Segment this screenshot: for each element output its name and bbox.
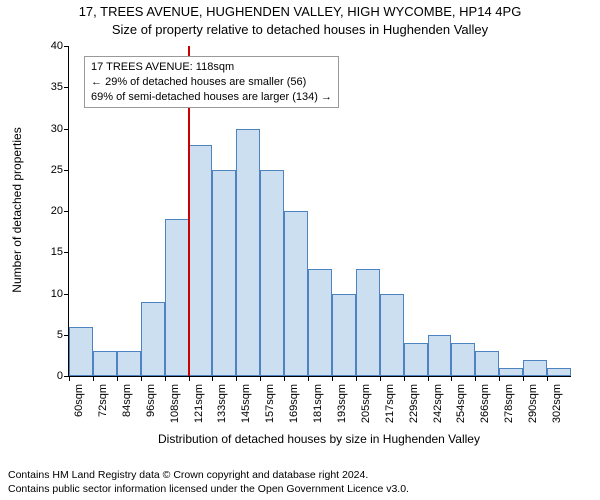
x-tick <box>308 376 309 381</box>
histogram-bar <box>547 368 571 376</box>
x-tick-label: 193sqm <box>336 384 348 423</box>
x-tick <box>523 376 524 381</box>
x-tick-label: 169sqm <box>288 384 300 423</box>
histogram-bar <box>499 368 523 376</box>
histogram-bar <box>428 335 452 376</box>
histogram-bar <box>141 302 165 376</box>
y-tick <box>64 129 69 130</box>
histogram-bar <box>332 294 356 377</box>
x-tick-label: 108sqm <box>169 384 181 423</box>
y-tick <box>64 294 69 295</box>
histogram-bar <box>260 170 284 376</box>
x-tick <box>428 376 429 381</box>
y-tick-label: 0 <box>29 370 63 382</box>
y-tick-label: 10 <box>29 288 63 300</box>
footer-line2: Contains public sector information licen… <box>8 482 409 496</box>
footer-line1: Contains HM Land Registry data © Crown c… <box>8 468 409 482</box>
x-tick-label: 242sqm <box>432 384 444 423</box>
y-tick-label: 40 <box>29 40 63 52</box>
x-tick-label: 217sqm <box>384 384 396 423</box>
x-tick <box>499 376 500 381</box>
x-tick-label: 254sqm <box>455 384 467 423</box>
y-tick <box>64 87 69 88</box>
y-tick-label: 5 <box>29 329 63 341</box>
x-tick-label: 290sqm <box>527 384 539 423</box>
x-tick-label: 266sqm <box>479 384 491 423</box>
histogram-bar <box>356 269 380 376</box>
x-tick-label: 145sqm <box>240 384 252 423</box>
x-tick <box>212 376 213 381</box>
histogram-bar <box>308 269 332 376</box>
histogram-bar <box>165 219 189 376</box>
x-tick <box>165 376 166 381</box>
histogram-bar <box>475 351 499 376</box>
histogram-bar <box>380 294 404 377</box>
x-tick-label: 72sqm <box>97 384 109 417</box>
histogram-bar <box>236 129 260 377</box>
y-tick-label: 35 <box>29 81 63 93</box>
x-tick <box>475 376 476 381</box>
x-tick <box>547 376 548 381</box>
x-tick <box>141 376 142 381</box>
x-tick-label: 205sqm <box>360 384 372 423</box>
x-tick <box>93 376 94 381</box>
annotation-line: ← 29% of detached houses are smaller (56… <box>91 75 332 90</box>
histogram-bar <box>93 351 117 376</box>
x-tick <box>332 376 333 381</box>
x-tick-label: 84sqm <box>121 384 133 417</box>
x-tick-label: 181sqm <box>312 384 324 423</box>
annotation-box: 17 TREES AVENUE: 118sqm← 29% of detached… <box>84 56 339 109</box>
y-tick <box>64 252 69 253</box>
x-tick <box>284 376 285 381</box>
x-tick <box>236 376 237 381</box>
x-tick <box>451 376 452 381</box>
x-axis-label: Distribution of detached houses by size … <box>68 432 570 446</box>
x-tick <box>189 376 190 381</box>
y-tick <box>64 211 69 212</box>
annotation-line: 69% of semi-detached houses are larger (… <box>91 90 332 105</box>
y-axis-label: Number of detached properties <box>10 127 24 292</box>
x-tick-label: 60sqm <box>73 384 85 417</box>
histogram-bar <box>117 351 141 376</box>
page-title-line1: 17, TREES AVENUE, HUGHENDEN VALLEY, HIGH… <box>0 4 600 19</box>
annotation-line: 17 TREES AVENUE: 118sqm <box>91 60 332 75</box>
x-tick <box>356 376 357 381</box>
histogram-bar <box>451 343 475 376</box>
x-tick <box>404 376 405 381</box>
histogram-plot: 17 TREES AVENUE: 118sqm← 29% of detached… <box>68 46 571 377</box>
y-tick-label: 15 <box>29 246 63 258</box>
footer-attribution: Contains HM Land Registry data © Crown c… <box>8 468 409 496</box>
y-tick-label: 30 <box>29 123 63 135</box>
histogram-bar <box>69 327 93 377</box>
x-tick <box>69 376 70 381</box>
y-tick <box>64 170 69 171</box>
x-tick <box>117 376 118 381</box>
histogram-bar <box>189 145 213 376</box>
x-tick-label: 229sqm <box>408 384 420 423</box>
y-tick-label: 20 <box>29 205 63 217</box>
x-tick-label: 302sqm <box>551 384 563 423</box>
histogram-bar <box>523 360 547 377</box>
y-tick <box>64 46 69 47</box>
x-tick <box>260 376 261 381</box>
x-tick-label: 157sqm <box>264 384 276 423</box>
y-tick <box>64 335 69 336</box>
histogram-bar <box>404 343 428 376</box>
x-tick-label: 96sqm <box>145 384 157 417</box>
x-tick-label: 133sqm <box>216 384 228 423</box>
histogram-bar <box>284 211 308 376</box>
x-tick-label: 121sqm <box>193 384 205 423</box>
page-title-line2: Size of property relative to detached ho… <box>0 22 600 37</box>
histogram-bar <box>212 170 236 376</box>
x-tick <box>380 376 381 381</box>
x-tick-label: 278sqm <box>503 384 515 423</box>
y-tick-label: 25 <box>29 164 63 176</box>
